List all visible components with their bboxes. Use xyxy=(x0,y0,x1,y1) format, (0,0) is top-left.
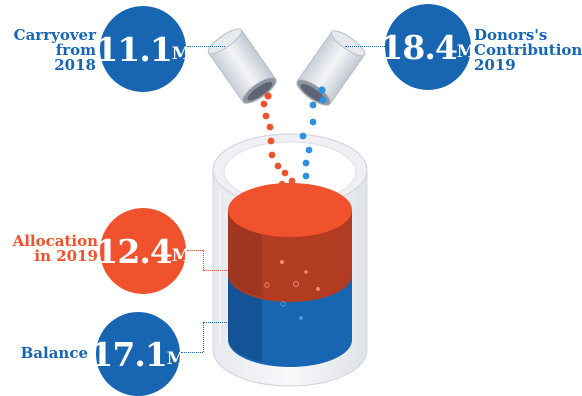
balance-connector-h xyxy=(181,352,203,353)
pitcher-left-icon xyxy=(207,28,277,104)
allocation-connector-end xyxy=(203,270,227,271)
balance-label: Balance xyxy=(20,344,88,362)
donors-label: Donors's Contribution 2019 xyxy=(474,26,582,74)
donors-value-circle: 18.4 M xyxy=(380,4,476,90)
carryover-value: 11.1 xyxy=(95,29,172,69)
allocation-label: Allocation in 2019 xyxy=(12,232,98,265)
donors-value: 18.4 xyxy=(380,27,457,67)
allocation-connector-v xyxy=(203,250,204,270)
allocation-unit: M xyxy=(171,246,191,266)
balance-value: 17.1 xyxy=(90,334,167,374)
carryover-label: Carryover from 2018 xyxy=(13,26,96,74)
orange-drops xyxy=(260,92,296,188)
donors-unit: M xyxy=(456,42,476,62)
allocation-value: 12.4 xyxy=(95,231,172,271)
allocation-liquid xyxy=(228,183,352,302)
balance-connector-v xyxy=(203,322,204,352)
allocation-value-circle: 12.4 M xyxy=(95,208,191,294)
balance-unit: M xyxy=(166,349,186,369)
balance-value-circle: 17.1 M xyxy=(90,312,186,396)
bubbles xyxy=(264,259,321,320)
pitcher-right-icon xyxy=(296,30,366,106)
blue-drops xyxy=(299,86,327,180)
carryover-connector xyxy=(187,46,225,47)
allocation-connector-h xyxy=(187,250,203,251)
donors-connector xyxy=(345,46,385,47)
balance-connector-end xyxy=(203,322,227,323)
carryover-unit: M xyxy=(171,44,191,64)
carryover-value-circle: 11.1 M xyxy=(95,6,191,92)
